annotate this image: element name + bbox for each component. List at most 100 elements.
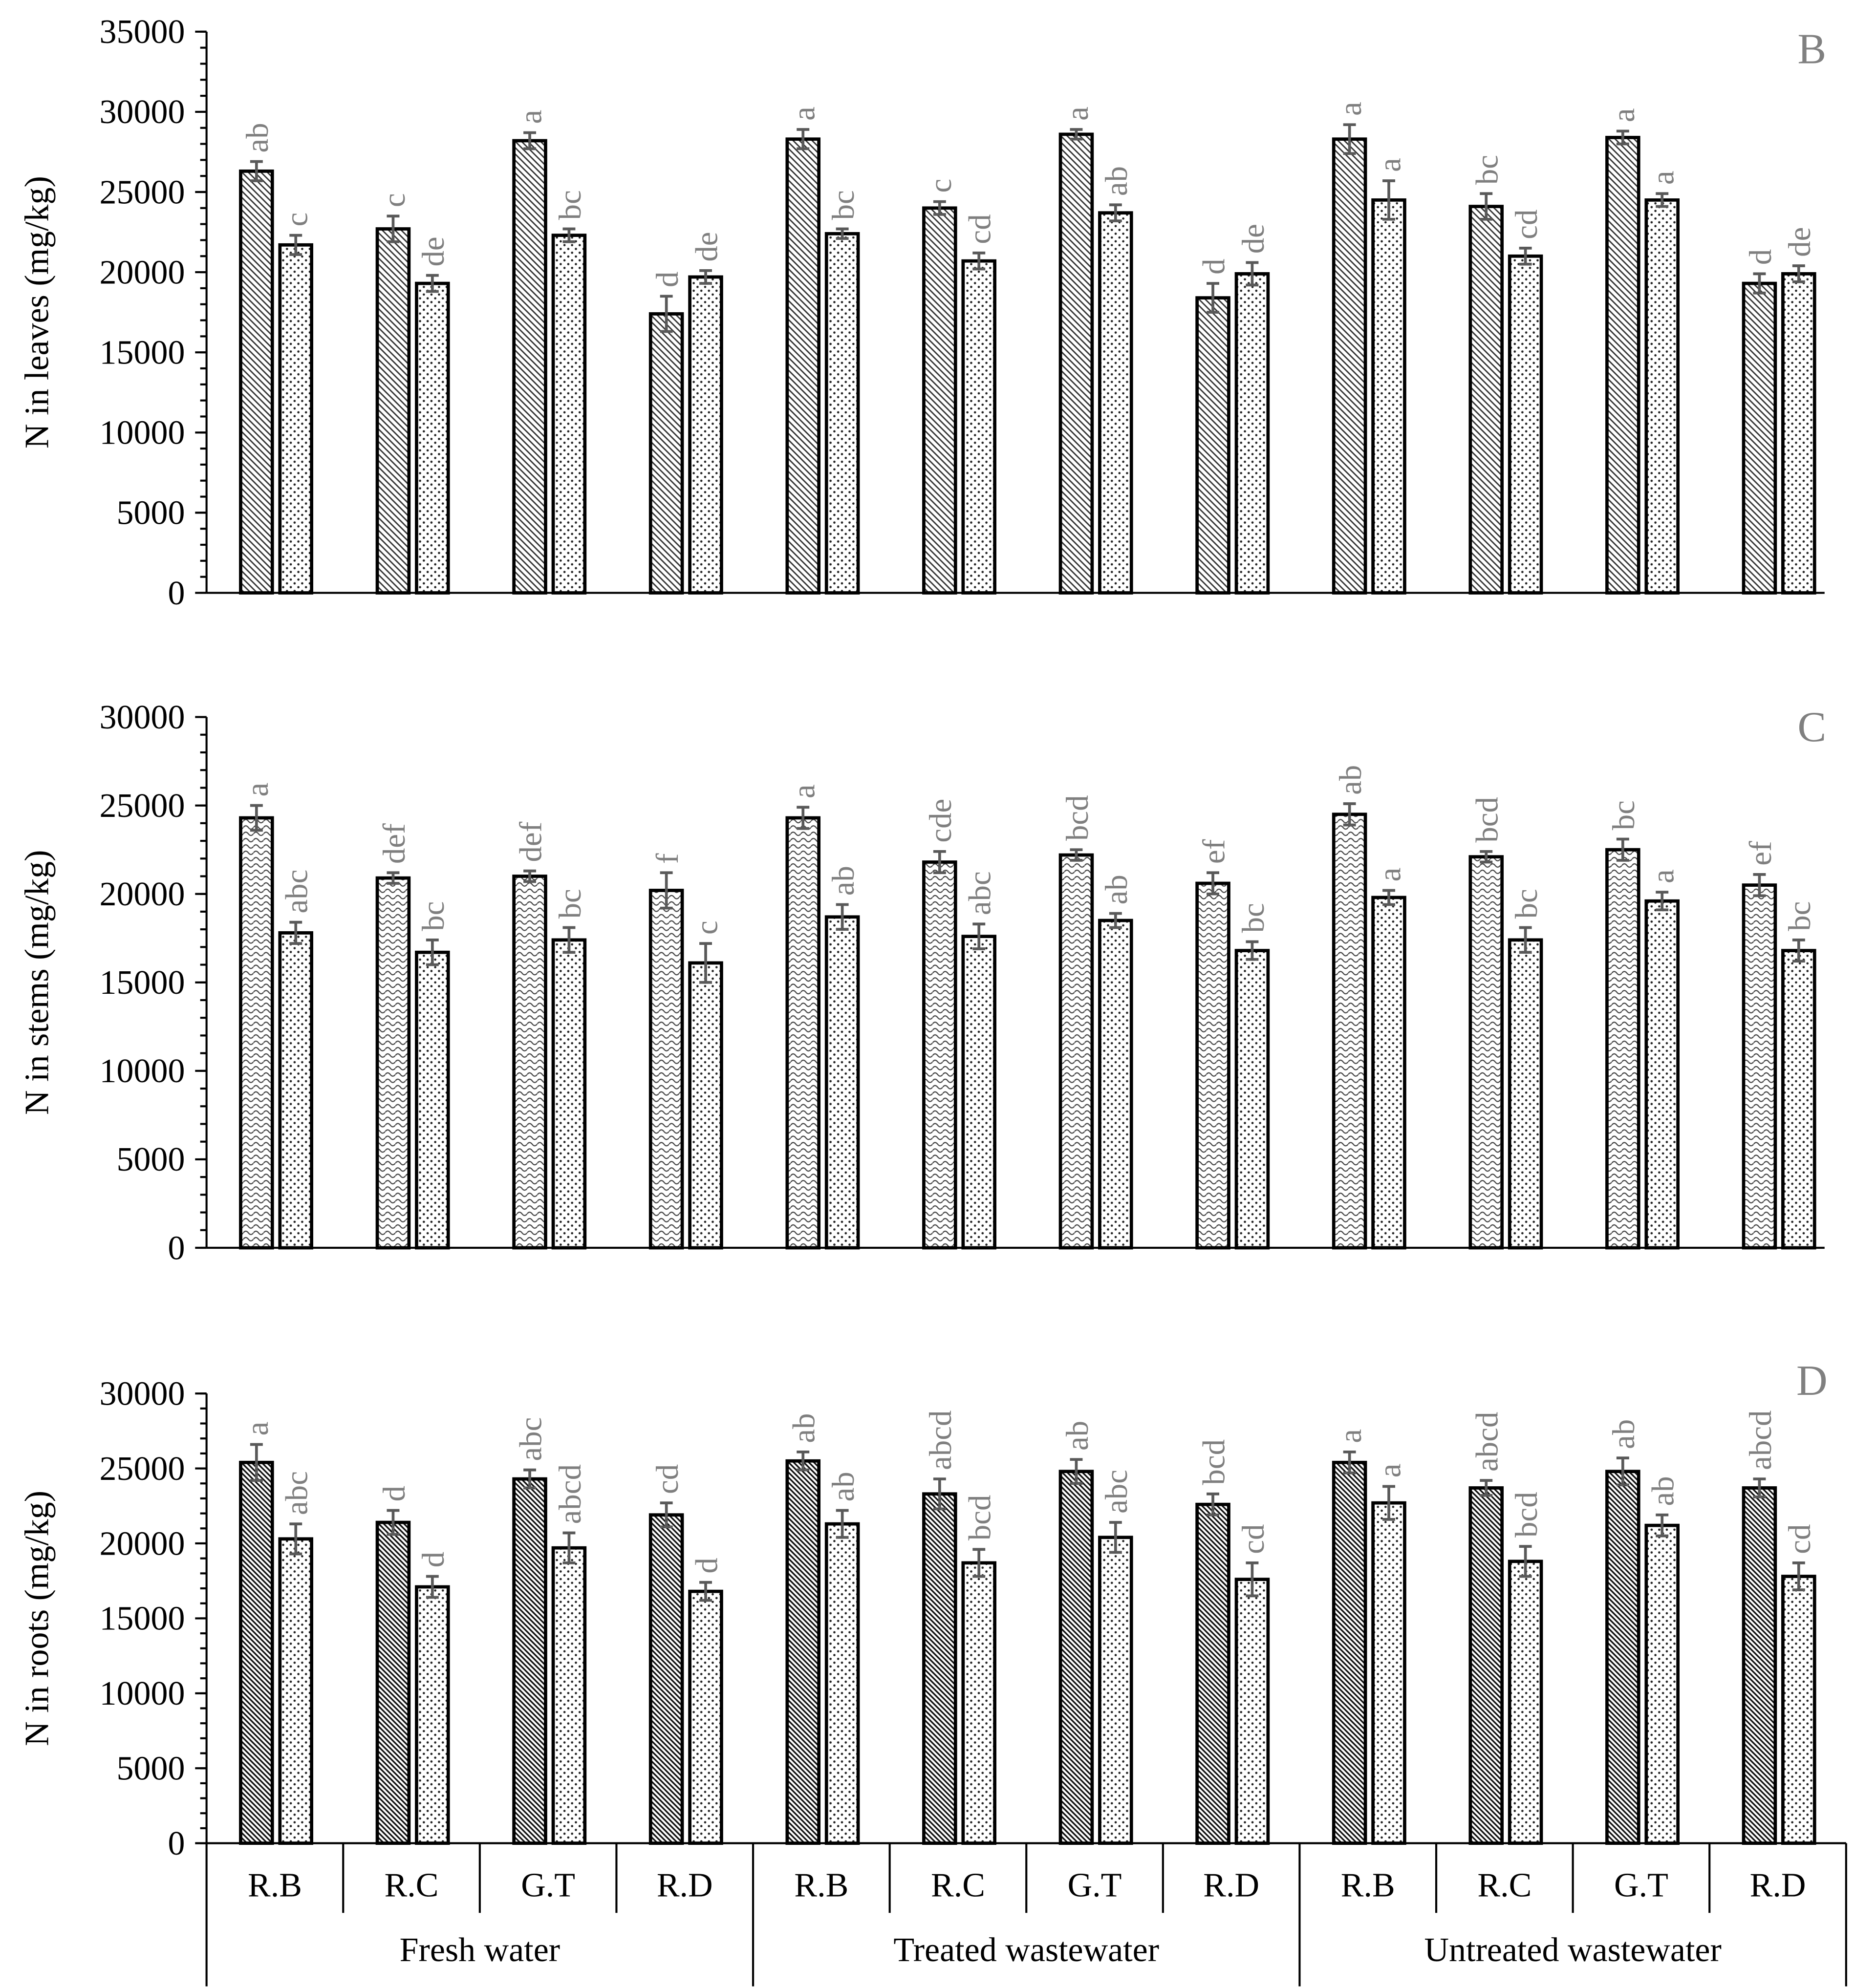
significance-letter: bc [1782, 901, 1817, 931]
significance-letter: abcd [553, 1464, 588, 1524]
significance-letter: bcd [963, 1495, 998, 1541]
bar-series-2 [1371, 198, 1406, 595]
bar-series-1 [1332, 137, 1367, 595]
error-bar [1109, 912, 1122, 929]
bar-series-1 [375, 227, 411, 595]
error-bar [836, 1509, 849, 1539]
panel-label: D [1796, 1357, 1828, 1405]
y-tick-label: 15000 [100, 334, 185, 372]
bar-series-2 [1234, 949, 1270, 1250]
error-bar [289, 1522, 302, 1556]
y-tick-label: 0 [168, 1825, 185, 1862]
error-bar [1070, 848, 1083, 862]
error-bar [1792, 1561, 1805, 1591]
bar-series-1 [1468, 855, 1504, 1250]
error-bar [972, 1548, 986, 1578]
bar-series-1 [922, 206, 957, 595]
bar-series-2 [824, 915, 860, 1250]
error-bar [797, 806, 810, 830]
error-bar [250, 1443, 263, 1482]
bar-series-2 [1781, 272, 1816, 595]
significance-letter: ab [826, 1472, 861, 1501]
error-bar [1753, 1477, 1766, 1498]
error-bar [797, 128, 810, 150]
bar-series-1 [648, 312, 684, 595]
bar-series-1 [1195, 1502, 1230, 1845]
error-bar [250, 804, 263, 832]
error-bar [426, 1575, 439, 1599]
significance-letter: bcd [1196, 1439, 1231, 1485]
group-label: Untreated wastewater [1424, 1931, 1721, 1969]
y-tick-label: 30000 [100, 699, 185, 736]
significance-letter: a [1646, 869, 1681, 883]
significance-letter: bc [1470, 155, 1505, 185]
significance-letter: abc [963, 871, 998, 915]
y-tick-label: 10000 [100, 1675, 185, 1712]
error-bar [660, 295, 673, 333]
error-bar [836, 227, 849, 240]
significance-letter: a [240, 1422, 275, 1436]
y-tick-label: 5000 [117, 494, 185, 532]
significance-letter: abcd [1743, 1411, 1778, 1470]
category-label: G.T [1068, 1867, 1122, 1904]
significance-letter: cd [1509, 210, 1544, 239]
bar-series-1 [1468, 1486, 1504, 1845]
significance-letter: def [377, 823, 412, 864]
significance-letter: c [377, 193, 412, 207]
error-bar [250, 160, 263, 182]
category-label: R.D [1750, 1867, 1806, 1904]
y-tick-label: 20000 [100, 1525, 185, 1562]
group-label: Fresh water [400, 1931, 561, 1969]
bar-series-1 [1195, 296, 1230, 595]
significance-letter: ab [1606, 1419, 1641, 1449]
bar-series-1 [1058, 853, 1094, 1250]
error-bar [1656, 192, 1669, 208]
significance-letter: abc [280, 870, 315, 914]
bar-series-1 [1195, 881, 1230, 1250]
group-label: Treated wastewater [893, 1931, 1159, 1969]
significance-letter: d [689, 1558, 724, 1573]
significance-letter: a [240, 783, 275, 797]
error-bar [972, 922, 986, 950]
y-tick-label: 30000 [100, 1375, 185, 1412]
bar-series-2 [278, 1537, 314, 1845]
error-bar [1792, 939, 1805, 963]
category-label: R.C [931, 1867, 985, 1904]
significance-letter: bcd [1470, 797, 1505, 843]
significance-letter: ef [1743, 841, 1778, 866]
significance-letter: a [513, 110, 548, 124]
significance-letter: abc [1099, 1470, 1134, 1514]
error-bar [1382, 1485, 1395, 1521]
bar-series-2 [961, 1561, 997, 1845]
bar-series-1 [1058, 132, 1094, 595]
y-tick-label: 30000 [100, 93, 185, 131]
bar-series-1 [375, 876, 411, 1250]
error-bar [1070, 128, 1083, 141]
significance-letter: a [1333, 102, 1368, 116]
significance-letter: de [689, 232, 724, 261]
significance-letter: abcd [923, 1411, 958, 1470]
significance-letter: ab [1060, 1421, 1095, 1451]
y-tick-label: 5000 [117, 1141, 185, 1178]
bar-series-2 [1644, 1523, 1680, 1845]
bar-series-2 [551, 938, 587, 1250]
bar-series-1 [1332, 812, 1367, 1250]
error-bar [933, 200, 946, 216]
error-bar [1656, 1513, 1669, 1538]
bar-series-1 [1742, 1486, 1777, 1845]
significance-letter: d [377, 1486, 412, 1501]
error-bar [836, 903, 849, 931]
error-bar [1246, 261, 1259, 287]
y-axis-title: N in roots (mg/kg) [19, 1491, 56, 1746]
significance-letter: cde [923, 799, 958, 843]
bar-series-1 [1742, 883, 1777, 1250]
error-bar [1343, 123, 1356, 155]
error-bar [797, 1450, 810, 1472]
error-bar [1480, 192, 1493, 221]
chart-panel-c: N in stems (mg/kg) C 0 5000 10000 15000 20000 2… [19, 699, 1827, 1267]
bar-series-1 [239, 1460, 274, 1845]
y-tick-label: 35000 [100, 13, 185, 51]
significance-letter: ef [1196, 839, 1231, 864]
error-bar [1207, 871, 1220, 896]
